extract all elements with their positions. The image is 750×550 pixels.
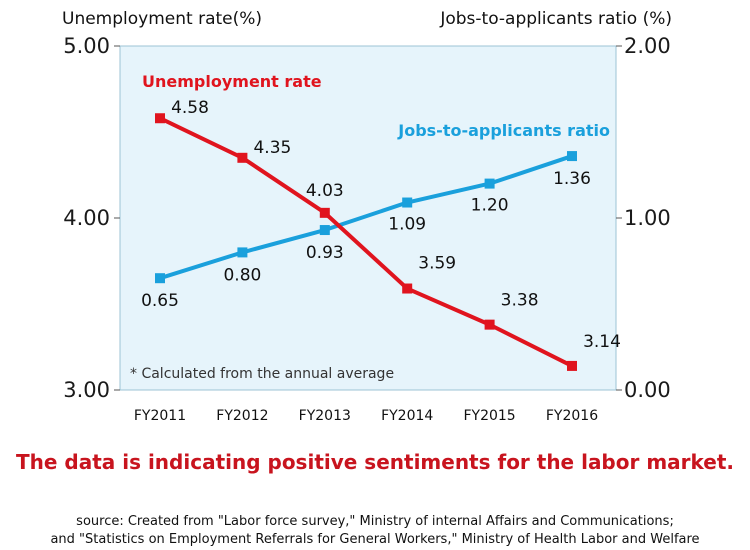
unemployment-data-label: 3.59 <box>418 254 456 274</box>
right-tick-label: 2.00 <box>624 34 671 58</box>
unemployment-point <box>402 283 413 294</box>
x-tick-label: FY2012 <box>216 408 268 424</box>
unemployment-series-label: Unemployment rate <box>142 72 322 91</box>
unemployment-data-label: 3.38 <box>501 291 539 311</box>
source-line-2: and "Statistics on Employment Referrals … <box>50 532 700 547</box>
headline: The data is indicating positive sentimen… <box>15 450 735 474</box>
unemployment-data-label: 4.03 <box>306 181 344 201</box>
jobs-ratio-point <box>319 225 330 236</box>
right-axis-title: Jobs-to-applicants ratio (%) <box>439 9 672 29</box>
jobs-ratio-line <box>159 154 573 281</box>
x-tick-label: FY2014 <box>381 408 433 424</box>
line-chart: Unemployment rate(%) Jobs-to-applicants … <box>62 9 672 424</box>
jobs-ratio-data-label: 0.93 <box>306 243 344 263</box>
left-axis-title: Unemployment rate(%) <box>62 9 262 29</box>
unemployment-point <box>567 360 577 371</box>
unemployment-line <box>159 116 573 368</box>
left-tick-label: 3.00 <box>63 378 110 402</box>
jobs-ratio-point <box>237 247 248 258</box>
unemployment-point <box>155 113 165 124</box>
jobs-ratio-point <box>155 273 165 284</box>
x-tick-label: FY2013 <box>299 408 351 424</box>
unemployment-data-label: 3.14 <box>583 332 621 352</box>
x-tick-label: FY2011 <box>134 408 186 424</box>
unemployment-point <box>319 207 330 218</box>
jobs-ratio-data-label: 0.80 <box>223 265 261 285</box>
right-tick-label: 0.00 <box>624 378 671 402</box>
jobs-ratio-point <box>567 151 577 162</box>
jobs-ratio-point <box>402 197 413 208</box>
left-tick-label: 5.00 <box>63 34 110 58</box>
source-line-1: source: Created from "Labor force survey… <box>76 514 674 529</box>
jobs-ratio-data-label: 0.65 <box>141 291 179 311</box>
plot-area <box>119 45 617 391</box>
right-tick-label: 1.00 <box>624 206 671 230</box>
unemployment-point <box>484 319 495 330</box>
jobs-ratio-data-label: 1.09 <box>388 215 426 235</box>
chart-note: * Calculated from the annual average <box>130 366 394 382</box>
unemployment-data-label: 4.58 <box>171 98 209 118</box>
x-tick-label: FY2015 <box>463 408 515 424</box>
unemployment-point <box>237 152 248 163</box>
x-tick-label: FY2016 <box>546 408 598 424</box>
left-tick-label: 4.00 <box>63 206 110 230</box>
jobs-ratio-series-label: Jobs-to-applicants ratio <box>397 121 610 140</box>
jobs-ratio-data-label: 1.36 <box>553 169 591 189</box>
jobs-ratio-point <box>484 178 495 189</box>
unemployment-data-label: 4.35 <box>253 138 291 158</box>
jobs-ratio-data-label: 1.20 <box>471 196 509 216</box>
